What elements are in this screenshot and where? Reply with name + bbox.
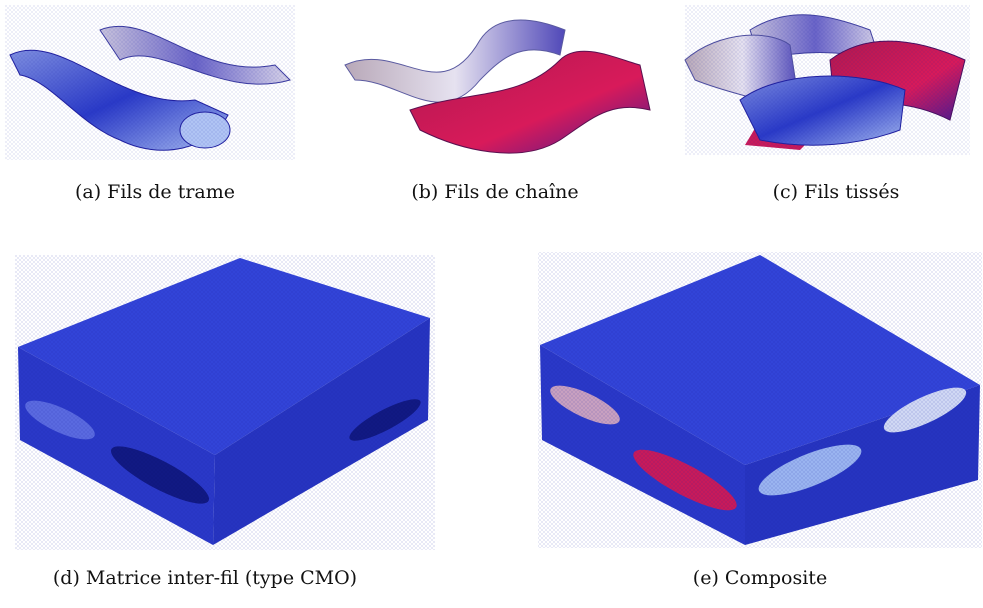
- caption-a: (a) Fils de trame: [75, 181, 235, 203]
- fig-b-art: [344, 19, 651, 154]
- fig-a-art: [5, 5, 295, 160]
- label: (a): [74, 181, 102, 203]
- fig-e-art: [538, 252, 982, 548]
- caption-text: Composite: [724, 567, 828, 589]
- caption-text: Fils de chaîne: [444, 181, 579, 203]
- caption-e: (e) Composite: [693, 567, 827, 589]
- caption-d: (d) Matrice inter-fil (type CMO): [53, 567, 357, 589]
- caption-text: Fils tissés: [804, 181, 900, 203]
- label: (e): [692, 567, 719, 589]
- caption-text: Matrice inter-fil (type CMO): [85, 567, 358, 589]
- label: (b): [411, 181, 439, 203]
- fig-c-art: [684, 5, 970, 155]
- caption-text: Fils de trame: [107, 181, 236, 203]
- fig-d-art: [15, 255, 435, 550]
- caption-c: (c) Fils tissés: [773, 181, 900, 203]
- label: (d): [52, 567, 80, 589]
- label: (c): [772, 181, 799, 203]
- caption-b: (b) Fils de chaîne: [411, 181, 578, 203]
